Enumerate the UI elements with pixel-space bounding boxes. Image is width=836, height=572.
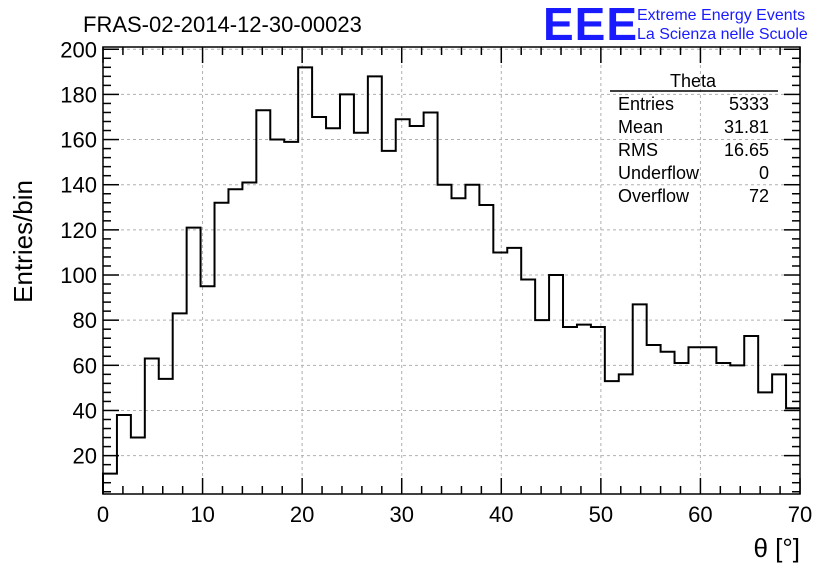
- y-tick-label: 120: [60, 218, 97, 243]
- histogram-bin: [298, 67, 312, 494]
- y-tick-label: 100: [60, 263, 97, 288]
- x-tick-label: 60: [688, 502, 712, 527]
- histogram-bin: [382, 151, 396, 494]
- histogram-bin: [730, 365, 744, 494]
- histogram-bin: [591, 327, 605, 494]
- y-tick-label: 20: [73, 444, 97, 469]
- histogram-bin: [438, 185, 452, 494]
- histogram-bin: [173, 313, 187, 494]
- histogram-bin: [549, 275, 563, 494]
- histogram-bin: [452, 198, 466, 494]
- histogram-bin: [716, 363, 730, 494]
- histogram-bin: [633, 304, 647, 494]
- y-tick-label: 180: [60, 82, 97, 107]
- x-tick-label: 30: [389, 502, 413, 527]
- plot-frame: [102, 46, 801, 495]
- y-tick-label: 160: [60, 128, 97, 153]
- histogram-bin: [675, 363, 689, 494]
- histogram-bin: [744, 336, 758, 494]
- x-tick-label: 50: [589, 502, 613, 527]
- stats-label: Overflow: [618, 186, 690, 206]
- y-tick-label: 140: [60, 173, 97, 198]
- histogram-bin: [493, 252, 507, 494]
- x-tick-label: 20: [290, 502, 314, 527]
- histogram-bin: [242, 182, 256, 494]
- stats-box-title: Theta: [670, 71, 717, 91]
- histogram-bin: [535, 320, 549, 494]
- histogram-bin: [326, 128, 340, 494]
- eee-logo: EEE Extreme Energy Events La Scienza nel…: [543, 0, 808, 50]
- histogram-bin: [117, 415, 131, 494]
- stats-label: Entries: [618, 94, 674, 114]
- histogram-bin: [410, 126, 424, 494]
- histogram-bin: [577, 325, 591, 494]
- x-tick-label: 0: [97, 502, 109, 527]
- histogram-bin: [479, 205, 493, 494]
- axis-ticks: 0 10 20 30 40 50 60 70 20 40 60 80 100 120 140 160 180 20…: [60, 37, 812, 527]
- histogram-bin: [103, 474, 117, 494]
- histogram-bin: [647, 345, 661, 494]
- histogram-bin: [688, 347, 702, 494]
- histogram-bin: [159, 379, 173, 494]
- y-tick-label: 80: [73, 308, 97, 333]
- histogram-bin: [228, 189, 242, 494]
- histogram-bin: [284, 142, 298, 494]
- histogram-bin: [396, 119, 410, 494]
- x-tick-label: 40: [489, 502, 513, 527]
- histogram-bin: [145, 359, 159, 494]
- histogram-bin: [465, 185, 479, 494]
- y-tick-label: 200: [60, 37, 97, 62]
- logo-line-2: La Scienza nelle Scuole: [637, 26, 808, 43]
- x-tick-label: 70: [788, 502, 812, 527]
- histogram-bin: [605, 381, 619, 494]
- histogram-outline: [102, 66, 800, 494]
- histogram-bin: [187, 228, 201, 494]
- stats-value: 31.81: [724, 117, 769, 137]
- histogram-bin: [521, 280, 535, 494]
- histogram-bin: [368, 76, 382, 494]
- histogram-bin: [215, 203, 229, 494]
- histogram-bin: [424, 112, 438, 494]
- histogram-bin: [201, 286, 215, 494]
- chart-title: FRAS-02-2014-12-30-00023: [83, 12, 362, 37]
- histogram-bin: [312, 117, 326, 494]
- x-tick-label: 10: [190, 502, 214, 527]
- logo-line-1: Extreme Energy Events: [637, 7, 805, 24]
- y-tick-label: 60: [73, 353, 97, 378]
- histogram-bin: [772, 374, 786, 494]
- stats-label: RMS: [618, 140, 658, 160]
- histogram-bin: [131, 438, 145, 494]
- histogram-bin: [702, 347, 716, 494]
- stats-box: Theta Entries 5333 Mean 31.81 RMS 16.65 Underf…: [610, 71, 778, 206]
- histogram-bin: [786, 408, 800, 494]
- histogram-bin: [758, 392, 772, 494]
- stats-value: 5333: [729, 94, 769, 114]
- histogram-bin: [256, 110, 270, 494]
- histogram-bin: [270, 140, 284, 494]
- stats-value: 0: [759, 163, 769, 183]
- histogram-bin: [661, 352, 675, 494]
- histogram-bin: [340, 94, 354, 494]
- histogram-bin: [354, 133, 368, 494]
- logo-mark: EEE: [543, 0, 638, 50]
- stats-value: 72: [749, 186, 769, 206]
- histogram-bin: [563, 327, 577, 494]
- stats-label: Mean: [618, 117, 663, 137]
- y-tick-label: 40: [73, 398, 97, 423]
- stats-label: Underflow: [618, 163, 700, 183]
- y-axis-title: Entries/bin: [8, 180, 38, 303]
- x-axis-title: θ [°]: [753, 533, 800, 563]
- stats-value: 16.65: [724, 140, 769, 160]
- histogram-bin: [619, 374, 633, 494]
- histogram-bin: [507, 248, 521, 494]
